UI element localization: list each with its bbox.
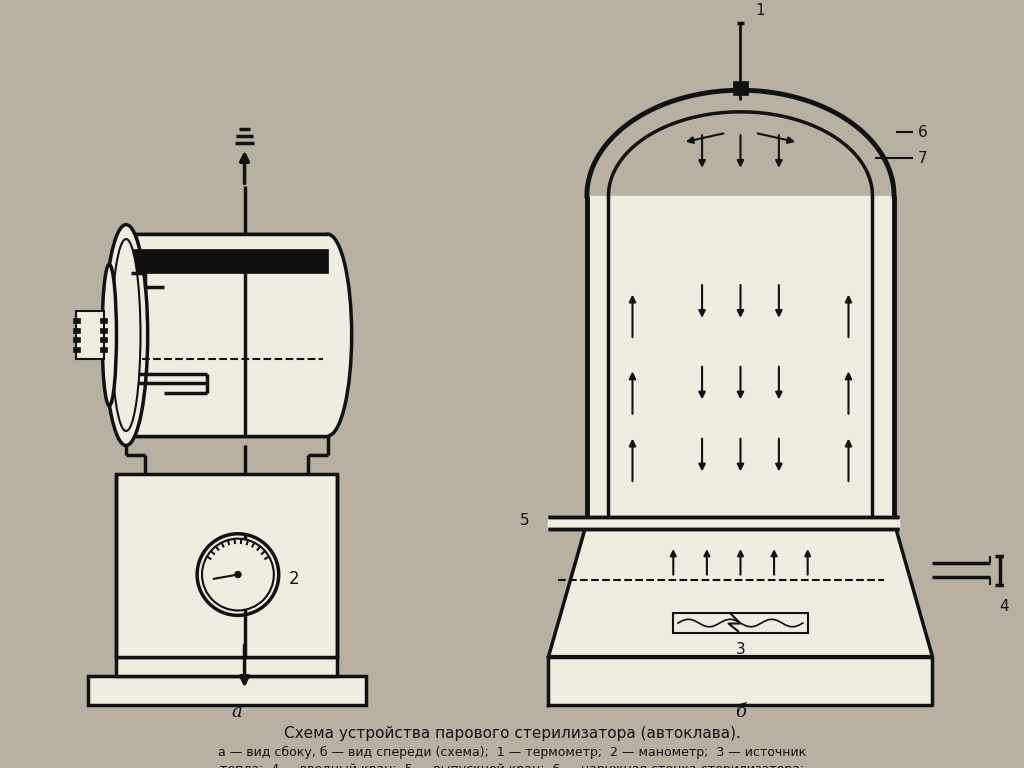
Bar bbox=[733, 81, 748, 95]
Bar bbox=[117, 474, 337, 657]
Bar bbox=[674, 614, 808, 633]
Ellipse shape bbox=[102, 264, 117, 406]
Text: 2: 2 bbox=[289, 571, 299, 588]
Text: 4: 4 bbox=[999, 599, 1010, 614]
Polygon shape bbox=[549, 518, 899, 529]
Bar bbox=[99, 328, 106, 333]
Bar bbox=[74, 318, 81, 323]
Bar bbox=[131, 249, 328, 273]
Circle shape bbox=[197, 534, 279, 615]
Bar bbox=[74, 328, 81, 333]
Polygon shape bbox=[549, 522, 933, 657]
Text: 7: 7 bbox=[919, 151, 928, 166]
Bar bbox=[126, 234, 328, 435]
Text: Схема устройства парового стерилизатора (автоклава).: Схема устройства парового стерилизатора … bbox=[284, 727, 740, 741]
Bar bbox=[99, 337, 106, 343]
Text: 5: 5 bbox=[519, 513, 529, 528]
Bar bbox=[88, 676, 367, 705]
Polygon shape bbox=[549, 657, 933, 705]
Ellipse shape bbox=[304, 234, 351, 436]
Polygon shape bbox=[587, 196, 894, 522]
Circle shape bbox=[202, 538, 273, 611]
Text: 1: 1 bbox=[755, 3, 765, 18]
Bar bbox=[76, 311, 104, 359]
Text: б: б bbox=[735, 703, 745, 720]
Text: а: а bbox=[231, 703, 242, 720]
Circle shape bbox=[234, 571, 242, 578]
Text: 3: 3 bbox=[735, 642, 745, 657]
Bar bbox=[74, 347, 81, 352]
Bar bbox=[99, 347, 106, 352]
Ellipse shape bbox=[104, 224, 147, 445]
Text: тепла;  4 — вводный кран;  5 — выпускной кран;  6 — наружная стенка стерилизатор: тепла; 4 — вводный кран; 5 — выпускной к… bbox=[220, 763, 804, 768]
Bar bbox=[99, 318, 106, 323]
Ellipse shape bbox=[112, 239, 140, 431]
Bar bbox=[126, 234, 328, 435]
Bar bbox=[117, 657, 337, 676]
Bar bbox=[74, 337, 81, 343]
Text: а — вид сбоку, б — вид спереди (схема);  1 — термометр;  2 — манометр;  3 — исто: а — вид сбоку, б — вид спереди (схема); … bbox=[218, 746, 806, 759]
Text: 6: 6 bbox=[919, 125, 928, 140]
